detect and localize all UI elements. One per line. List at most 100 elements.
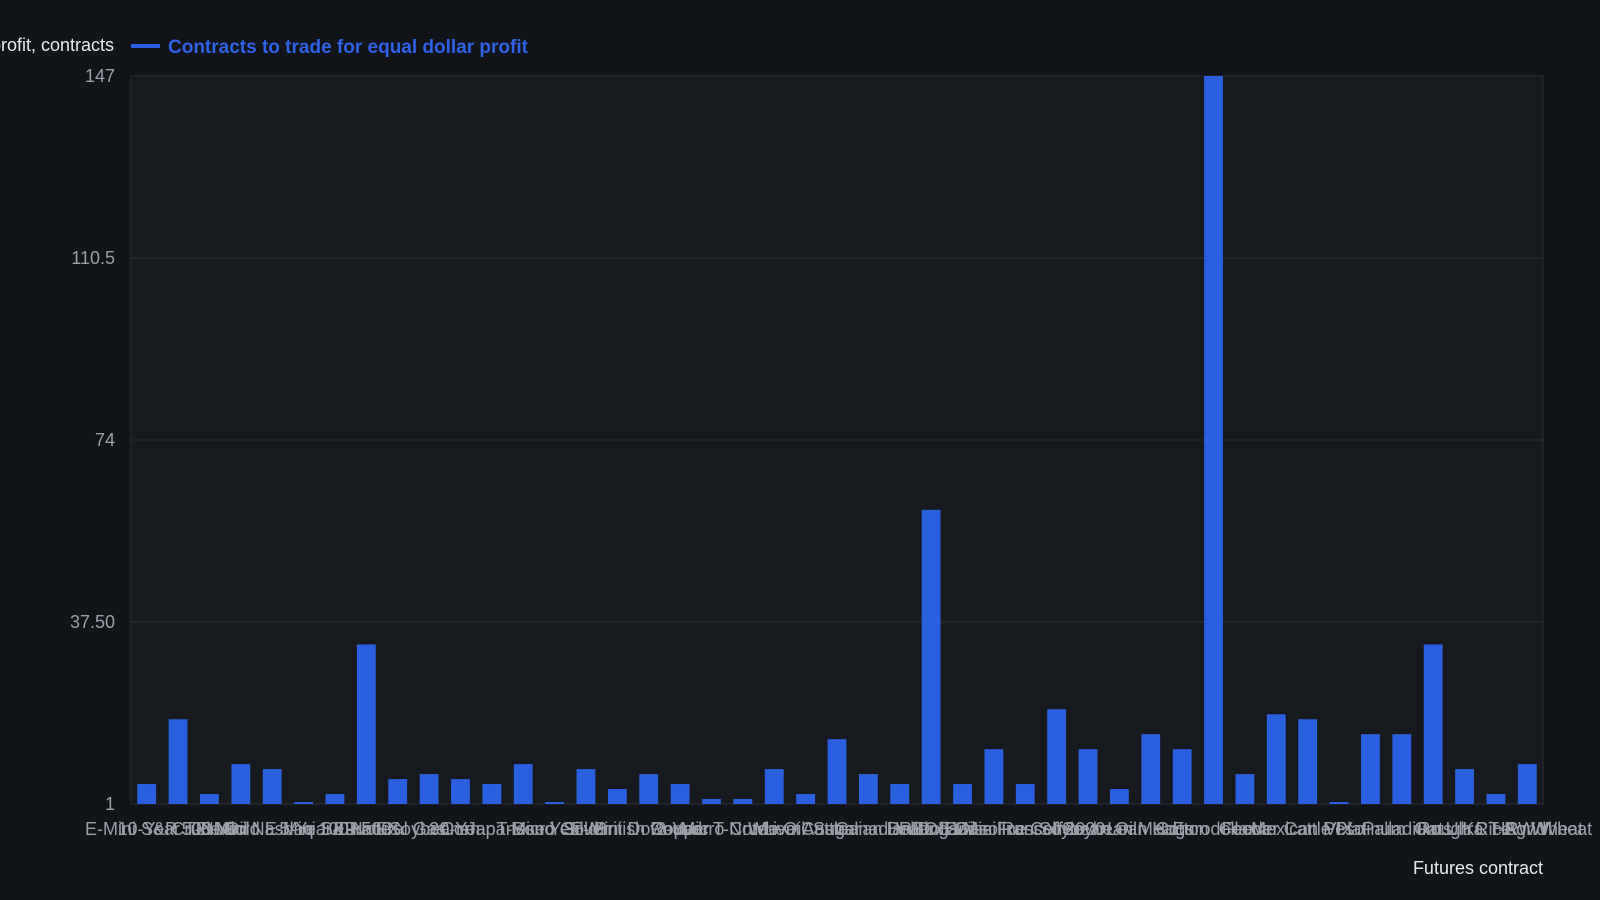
bar[interactable]	[513, 764, 533, 804]
x-tick-label: Copper	[651, 819, 710, 839]
x-tick-label: Corn	[441, 819, 480, 839]
x-tick-label: Gold	[222, 819, 260, 839]
legend[interactable]: Contracts to trade for equal dollar prof…	[131, 37, 529, 58]
x-tick-label: E-Mini S&P 500	[85, 819, 212, 839]
bar[interactable]	[388, 779, 408, 804]
bar-series	[137, 76, 1537, 804]
bar[interactable]	[764, 769, 784, 804]
x-tick-label: Lean Hogs	[1107, 819, 1194, 839]
x-tick-label: Wheat	[748, 819, 800, 839]
bar[interactable]	[1109, 789, 1129, 804]
bar[interactable]	[858, 774, 878, 804]
x-tick-label: VIX	[1325, 819, 1354, 839]
plot-area	[130, 75, 1544, 805]
bar[interactable]	[702, 799, 721, 804]
bar[interactable]	[1141, 734, 1161, 804]
bar[interactable]	[953, 784, 972, 804]
bar[interactable]	[1517, 764, 1537, 804]
x-tick-label: Sugar	[813, 819, 861, 839]
x-tick-label: Micro E-Mini S&P 500	[216, 819, 392, 839]
bar[interactable]	[1047, 709, 1067, 804]
x-tick-label: Micro Crude Oil	[680, 819, 805, 839]
x-tick-label: Soybean Oil	[1039, 819, 1137, 839]
x-tick-label: Live Cattle	[763, 819, 848, 839]
x-tick-label: E-Mini Nasdaq 100	[196, 819, 349, 839]
bar[interactable]	[1455, 769, 1474, 804]
x-tick-label: Natural Gas	[350, 819, 446, 839]
x-axis-label: Futures contract	[1413, 858, 1543, 878]
x-tick-label: 5-Year T-Note	[279, 819, 390, 839]
bar[interactable]	[607, 789, 627, 804]
bar[interactable]	[1078, 749, 1098, 804]
x-tick-label: Japanese Yen	[467, 819, 580, 839]
y-tick-label: 74	[95, 430, 115, 450]
x-tick-label: Euro FX	[333, 819, 399, 839]
bar[interactable]	[733, 799, 753, 804]
bar[interactable]	[796, 794, 816, 804]
x-tick-label: Cotton	[1156, 819, 1209, 839]
bar[interactable]	[1266, 714, 1286, 804]
bar[interactable]	[451, 779, 470, 804]
bar[interactable]	[325, 794, 345, 804]
bar[interactable]	[545, 802, 565, 804]
bar[interactable]	[356, 644, 376, 804]
bar[interactable]	[921, 509, 941, 804]
y-tick-label: 1	[105, 794, 115, 814]
bar[interactable]	[639, 774, 659, 804]
bar[interactable]	[1392, 734, 1412, 804]
x-tick-label: Cocoa	[1219, 819, 1272, 839]
bar[interactable]	[1486, 794, 1506, 804]
x-tick-label: RBOB Gasoline	[899, 819, 1026, 839]
bar[interactable]	[262, 769, 282, 804]
bar[interactable]	[1329, 802, 1349, 804]
bar[interactable]	[137, 784, 157, 804]
x-tick-label: Canadian Dollar	[835, 819, 964, 839]
bar[interactable]	[231, 764, 251, 804]
x-tick-label: Australian Dollar	[802, 819, 934, 839]
bar[interactable]	[1298, 719, 1318, 804]
bar[interactable]	[294, 802, 313, 804]
bar[interactable]	[1423, 644, 1443, 804]
x-tick-label: Ultra T-Bond	[1446, 819, 1547, 839]
x-tick-label: 30-Year T-Bond	[429, 819, 554, 839]
y-tick-label: 147	[85, 66, 115, 86]
bar[interactable]	[984, 749, 1004, 804]
x-tick-label: Heating Oil	[887, 819, 976, 839]
y-axis-ticks: 1 37.50 74 110.5 147	[70, 66, 115, 814]
y-tick-label: 37.50	[70, 612, 115, 632]
bar[interactable]	[576, 769, 596, 804]
x-tick-label: Oats	[1414, 819, 1452, 839]
bar[interactable]	[200, 794, 219, 804]
bar[interactable]	[670, 784, 690, 804]
x-tick-label: Palladium	[1362, 819, 1441, 839]
x-tick-label: Swiss Franc	[945, 819, 1043, 839]
x-tick-label: Feeder Cattle	[1222, 819, 1331, 839]
x-tick-label: British Pound	[595, 819, 702, 839]
legend-label: Contracts to trade for equal dollar prof…	[168, 37, 529, 58]
x-tick-label: 10-Year T-Note	[118, 819, 239, 839]
x-tick-label: Silver	[563, 819, 608, 839]
x-tick-label: Soybeans	[389, 819, 469, 839]
y-axis-label: Contracts to trade for equal dollar prof…	[0, 35, 114, 55]
x-tick-label: Platinum	[1335, 819, 1405, 839]
y-tick-label: 110.5	[71, 248, 115, 268]
x-tick-label: E-Mini Russell 2000	[945, 819, 1105, 839]
bar[interactable]	[1204, 76, 1223, 804]
x-tick-label: E-Mini Dow	[571, 819, 664, 839]
x-tick-label: Rough Rice	[1418, 819, 1512, 839]
bar[interactable]	[1172, 749, 1192, 804]
bar[interactable]	[1015, 784, 1035, 804]
bar[interactable]	[482, 784, 502, 804]
bar[interactable]	[890, 784, 910, 804]
x-tick-label: Coffee	[1030, 819, 1083, 839]
x-tick-label: Micro Gold	[511, 819, 598, 839]
bar[interactable]	[419, 774, 439, 804]
bar[interactable]	[827, 739, 847, 804]
bar[interactable]	[168, 719, 188, 804]
bar[interactable]	[1235, 774, 1255, 804]
x-tick-label: Soybean Meal	[1062, 819, 1177, 839]
bar[interactable]	[1361, 734, 1380, 804]
x-tick-label: 2-Year T-Note	[656, 819, 767, 839]
